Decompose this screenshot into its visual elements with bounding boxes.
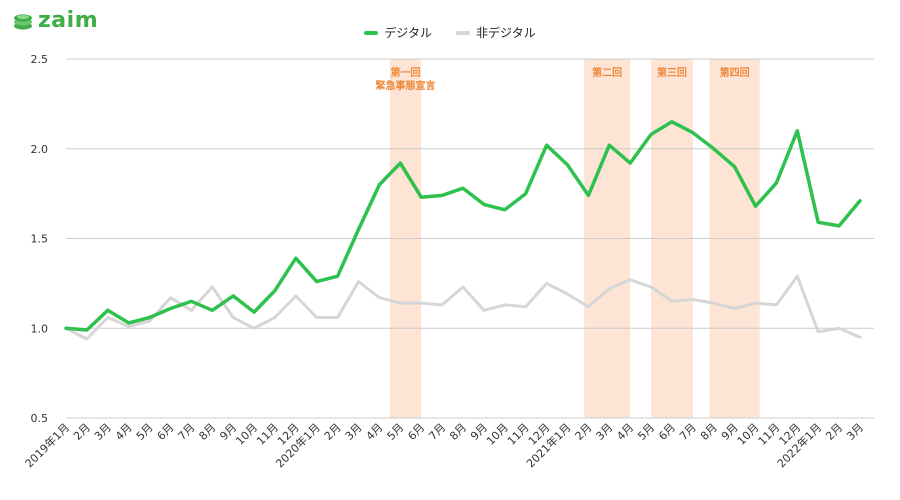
x-tick-label: 11月 <box>756 421 783 448</box>
x-tick-label: 3月 <box>343 421 365 443</box>
legend-label-non-digital: 非デジタル <box>476 26 536 40</box>
x-tick-label: 8月 <box>447 421 469 443</box>
y-tick-label: 0.5 <box>31 412 49 425</box>
x-tick-label: 2月 <box>573 421 595 443</box>
x-tick-label: 6月 <box>656 421 678 443</box>
x-tick-label: 4月 <box>113 421 135 443</box>
y-axis-ticks: 0.5 1.0 1.5 2.0 2.5 <box>31 53 49 425</box>
x-tick-label: 7月 <box>426 421 448 443</box>
legend-item-non-digital: 非デジタル <box>456 24 536 41</box>
period-label: 緊急事態宣言 <box>376 79 436 92</box>
x-tick-label: 4月 <box>364 421 386 443</box>
y-tick-label: 2.0 <box>31 143 49 156</box>
x-tick-label: 5月 <box>635 421 657 443</box>
x-tick-label: 8月 <box>698 421 720 443</box>
zaim-logo: zaim <box>12 8 98 33</box>
x-axis-ticks: 2019年1月2月3月4月5月6月7月8月9月10月11月12月2020年1月2… <box>22 420 866 470</box>
x-tick-label: 10月 <box>484 421 511 448</box>
series-lines <box>64 120 862 341</box>
period-label: 第一回 <box>391 66 421 79</box>
series-line-digital <box>64 120 862 332</box>
grid-lines <box>66 58 874 419</box>
x-tick-label: 5月 <box>385 421 407 443</box>
x-tick-label: 6月 <box>155 421 177 443</box>
x-tick-label: 3月 <box>92 421 114 443</box>
x-tick-label: 6月 <box>405 421 427 443</box>
y-tick-label: 1.5 <box>31 233 49 246</box>
x-tick-label: 7月 <box>176 421 198 443</box>
x-tick-label: 3月 <box>593 421 615 443</box>
coin-stack-icon <box>14 13 32 30</box>
y-tick-label: 1.0 <box>31 322 49 335</box>
x-tick-label: 7月 <box>677 421 699 443</box>
x-tick-label: 2月 <box>823 421 845 443</box>
x-tick-label: 2月 <box>322 421 344 443</box>
x-tick-label: 8月 <box>196 421 218 443</box>
x-tick-label: 4月 <box>614 421 636 443</box>
x-tick-label: 11月 <box>254 421 281 448</box>
period-label: 第三回 <box>657 66 687 79</box>
x-tick-label: 2019年1月 <box>22 420 72 470</box>
x-tick-label: 2月 <box>71 421 93 443</box>
legend-swatch-digital <box>364 30 379 35</box>
x-tick-label: 10月 <box>735 421 762 448</box>
legend-label-digital: デジタル <box>384 26 432 40</box>
x-tick-label: 11月 <box>505 421 532 448</box>
brand-name: zaim <box>38 8 99 33</box>
period-label: 第四回 <box>720 66 750 79</box>
x-tick-label: 3月 <box>844 421 866 443</box>
period-label: 第二回 <box>592 66 622 79</box>
legend-swatch-non-digital <box>456 30 470 35</box>
x-tick-label: 5月 <box>134 421 156 443</box>
y-tick-label: 2.5 <box>31 53 49 66</box>
x-tick-label: 10月 <box>233 421 260 448</box>
legend-item-digital: デジタル <box>364 24 432 41</box>
chart-legend: デジタル 非デジタル <box>0 24 900 41</box>
